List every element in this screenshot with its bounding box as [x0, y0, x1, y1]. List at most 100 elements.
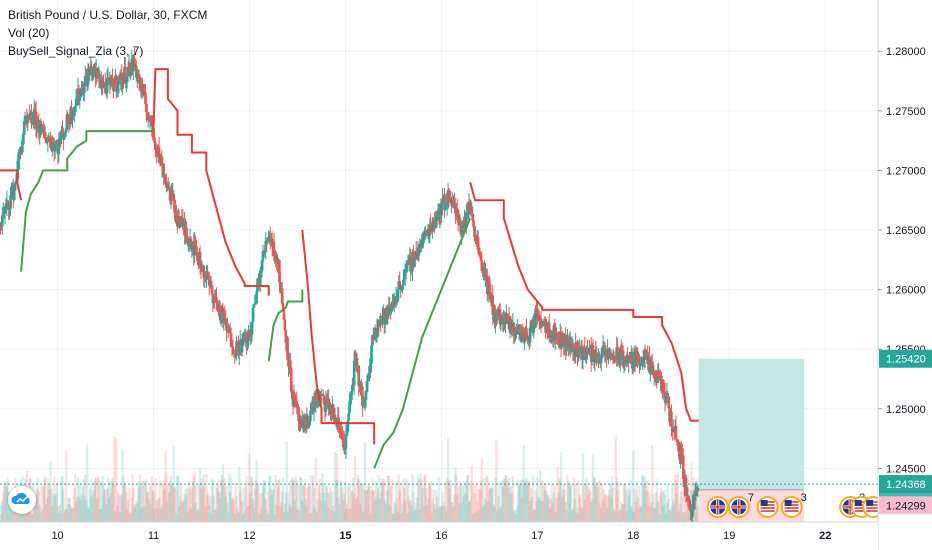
candle-body [185, 228, 188, 236]
volume-bar [358, 480, 361, 522]
volume-bar [517, 485, 521, 522]
tradingview-logo-icon[interactable] [8, 486, 36, 514]
volume-bar [139, 485, 143, 522]
volume-bar [126, 499, 130, 522]
volume-bar [412, 491, 415, 522]
candle-body [8, 209, 11, 211]
volume-bar [84, 500, 88, 522]
price-axis[interactable]: 1.280001.275001.270001.265001.260001.255… [877, 0, 932, 550]
candle-body [691, 495, 695, 511]
candle-body [180, 217, 184, 219]
volume-bar [589, 491, 592, 522]
candle-body [363, 400, 367, 405]
volume-bar [81, 487, 84, 522]
volume-bar [250, 476, 254, 522]
volume-bar [418, 509, 422, 522]
candle-body [607, 349, 610, 359]
volume-bar [551, 502, 555, 522]
volume-bar [191, 480, 195, 522]
candle-body [342, 441, 346, 450]
candle-body [295, 401, 299, 408]
volume-bar [240, 501, 244, 522]
volume-bar [339, 479, 342, 522]
volume-bar [653, 507, 657, 522]
volume-bar [286, 511, 289, 522]
candle-body [461, 226, 464, 234]
volume-bar [393, 501, 396, 522]
candle-body [155, 148, 158, 153]
candle-body [121, 76, 124, 87]
legend-indicator[interactable]: BuySell_Signal_Zia (3, 7) [8, 44, 144, 58]
candle-body [423, 233, 426, 237]
candle-body [261, 250, 265, 262]
candle-body [655, 382, 659, 384]
volume-bar [180, 501, 184, 522]
volume-bar [251, 498, 255, 522]
volume-bar [47, 489, 50, 522]
volume-bar [648, 491, 651, 522]
candle-body [387, 306, 391, 316]
volume-bar [232, 499, 236, 522]
volume-bar [395, 498, 399, 522]
volume-bar [218, 492, 221, 522]
volume-bar [492, 505, 495, 522]
volume-bar [668, 509, 671, 522]
volume-bar [237, 512, 240, 522]
candle-body [554, 332, 557, 340]
candle-body [83, 76, 87, 83]
volume-bar [147, 498, 151, 522]
volume-bar [163, 489, 166, 522]
volume-bar [368, 486, 371, 522]
volume-bar [435, 496, 439, 522]
candle-body [1, 215, 4, 227]
legend-title[interactable]: British Pound / U.S. Dollar, 30, FXCM [8, 8, 208, 22]
volume-bar [682, 512, 686, 522]
volume-bar [359, 503, 362, 522]
volume-bar [280, 491, 284, 522]
event-markers[interactable]: 732 [706, 492, 885, 518]
target-price-badge: 1.25420 [886, 354, 926, 366]
candle-body [453, 198, 456, 207]
volume-bar [171, 486, 174, 522]
volume-bar [239, 491, 242, 522]
candle-body [252, 303, 256, 308]
volume-bar [50, 488, 53, 522]
price-tick-label: 1.24500 [886, 463, 926, 475]
volume-bar [567, 480, 570, 522]
volume-bar [460, 502, 463, 522]
time-tick-label: 10 [51, 530, 63, 542]
candle-body [62, 133, 66, 140]
candle-body [13, 183, 17, 190]
volume-bar [252, 508, 256, 522]
candle-body [659, 375, 662, 381]
volume-bar [544, 483, 547, 522]
candle-body [132, 58, 135, 72]
volume-bar [629, 479, 632, 522]
volume-bar [563, 489, 566, 522]
volume-bar [173, 486, 176, 522]
candle-body [143, 89, 146, 93]
candle-body [297, 406, 300, 422]
time-axis[interactable]: 10 11 12 15 16 17 18 19 22 [0, 521, 878, 550]
volume-bar [164, 450, 167, 522]
volume-bar [592, 477, 596, 522]
volume-bar [227, 512, 230, 522]
candle-body [630, 351, 634, 369]
volume-bar [574, 484, 577, 522]
candle-body [165, 181, 168, 186]
candle-body [160, 156, 164, 164]
volume-bar [672, 503, 676, 522]
candle-body [63, 132, 67, 134]
candle-body [340, 431, 343, 436]
candle-body [196, 253, 199, 262]
candle-body [623, 357, 627, 363]
volume-bar [362, 511, 365, 522]
candle-body [657, 370, 660, 376]
legend-vol[interactable]: Vol (20) [8, 26, 50, 40]
volume-bar [190, 489, 194, 522]
candle-body [449, 197, 453, 203]
volume-bar [85, 444, 89, 522]
volume-bar [114, 510, 117, 522]
volume-bar [264, 499, 267, 522]
